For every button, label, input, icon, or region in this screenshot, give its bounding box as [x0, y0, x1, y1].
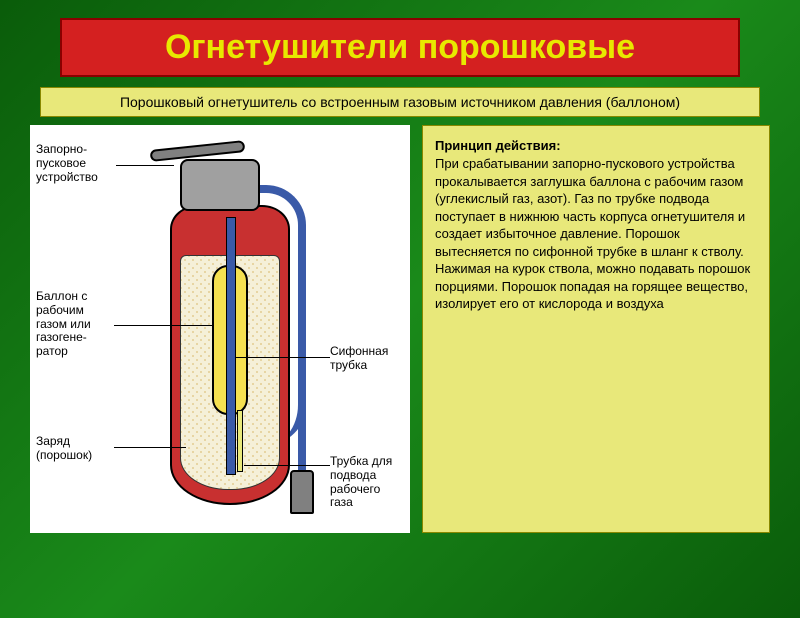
- valve-assembly: [180, 159, 260, 211]
- description-body: При срабатывании запорно-пускового устро…: [435, 155, 757, 313]
- page-title: Огнетушители порошковые: [82, 28, 718, 67]
- subtitle-text: Порошковый огнетушитель со встроенным га…: [51, 94, 749, 110]
- siphon-tube: [226, 217, 236, 475]
- label-cartridge: Баллон срабочимгазом илигазогене-ратор: [36, 290, 114, 359]
- subtitle-banner: Порошковый огнетушитель со встроенным га…: [40, 87, 760, 117]
- label-charge: Заряд(порошок): [36, 435, 114, 463]
- hose-down: [298, 295, 306, 475]
- leader-line: [244, 465, 330, 466]
- leader-line: [236, 357, 330, 358]
- description-panel: Принцип действия: При срабатывании запор…: [422, 125, 770, 533]
- label-gas-tube: Трубка дляподводарабочегогаза: [330, 455, 404, 510]
- description-heading: Принцип действия:: [435, 138, 757, 153]
- gas-feed-tube: [237, 410, 243, 472]
- leader-line: [114, 325, 212, 326]
- title-banner: Огнетушители порошковые: [60, 18, 740, 77]
- nozzle: [290, 470, 314, 514]
- content-row: Запорно-пусковоеустройство Баллон срабоч…: [0, 125, 800, 533]
- leader-line: [116, 165, 174, 166]
- label-trigger: Запорно-пусковоеустройство: [36, 143, 116, 184]
- diagram-panel: Запорно-пусковоеустройство Баллон срабоч…: [30, 125, 410, 533]
- label-siphon: Сифоннаятрубка: [330, 345, 402, 373]
- leader-line: [114, 447, 186, 448]
